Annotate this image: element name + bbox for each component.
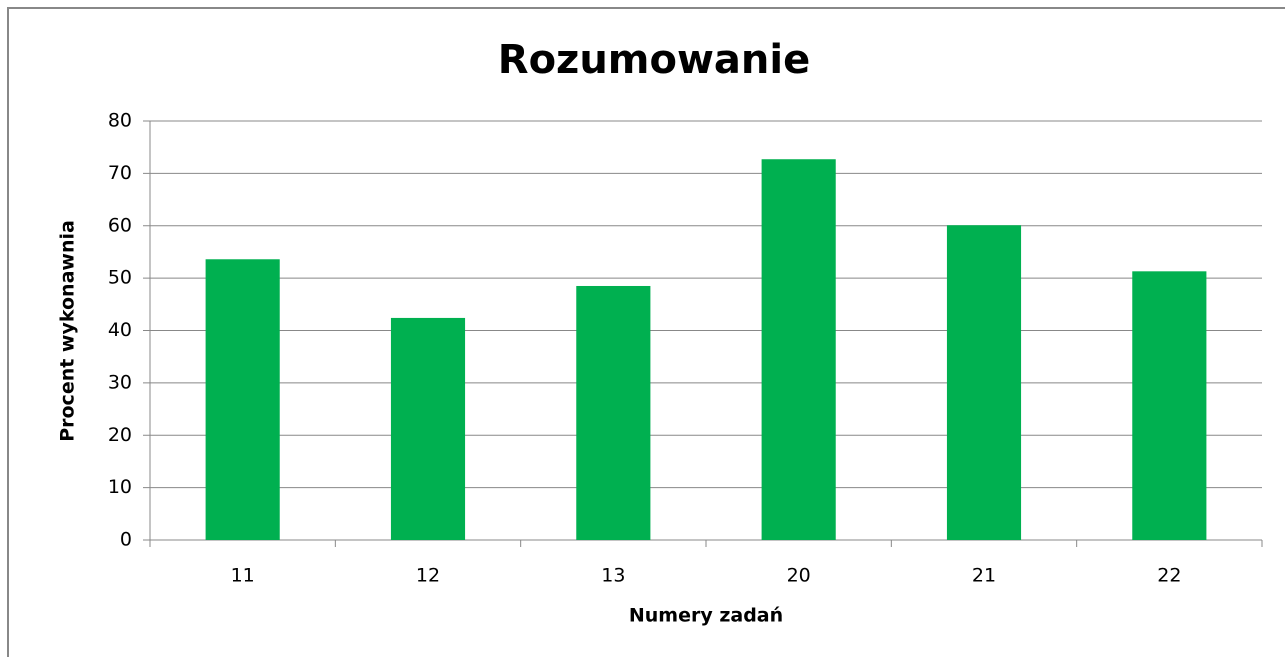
y-axis-title: Procent wykonawnia bbox=[57, 220, 79, 442]
y-tick-label: 80 bbox=[108, 110, 132, 132]
bar bbox=[205, 259, 280, 540]
y-tick-label: 10 bbox=[108, 476, 132, 498]
y-tick-label: 0 bbox=[120, 529, 132, 551]
x-tick-label: 21 bbox=[972, 565, 996, 587]
y-tick-label: 20 bbox=[108, 424, 132, 446]
x-tick-label: 22 bbox=[1157, 565, 1181, 587]
y-tick-label: 50 bbox=[108, 267, 132, 289]
bar bbox=[576, 285, 651, 540]
y-tick-label: 40 bbox=[108, 319, 132, 341]
y-tick-label: 30 bbox=[108, 371, 132, 393]
x-tick-label: 11 bbox=[231, 565, 255, 587]
bar bbox=[761, 159, 836, 540]
y-tick-label: 60 bbox=[108, 214, 132, 236]
x-tick-label: 13 bbox=[601, 565, 625, 587]
y-tick-label: 70 bbox=[108, 162, 132, 184]
x-axis-title: Numery zadań bbox=[629, 605, 783, 627]
chart-title: Rozumowanie bbox=[498, 37, 810, 83]
x-tick-label: 20 bbox=[787, 565, 811, 587]
bar bbox=[1132, 271, 1207, 540]
bar bbox=[946, 225, 1022, 540]
x-tick-label: 12 bbox=[416, 565, 440, 587]
bar bbox=[390, 317, 466, 540]
